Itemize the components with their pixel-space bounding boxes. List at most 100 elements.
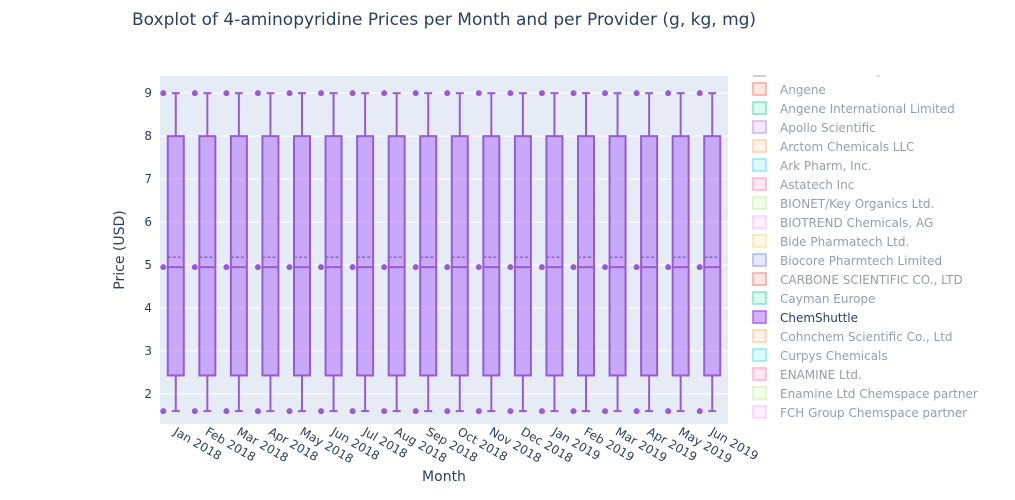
data-point bbox=[318, 90, 325, 97]
data-point bbox=[223, 408, 230, 415]
data-point bbox=[633, 90, 640, 97]
legend-label: FCH Group Chemspace partner bbox=[780, 406, 967, 420]
data-point bbox=[665, 90, 672, 97]
data-point bbox=[318, 264, 325, 271]
legend-label: Cohnchem Scientific Co., Ltd bbox=[780, 330, 953, 344]
data-point bbox=[223, 90, 230, 97]
data-point bbox=[223, 264, 230, 271]
legend-swatch bbox=[752, 272, 767, 286]
data-point bbox=[602, 408, 609, 415]
data-point bbox=[665, 408, 672, 415]
data-point bbox=[665, 264, 672, 271]
data-point bbox=[412, 264, 419, 271]
y-tick-label: 5 bbox=[144, 258, 152, 272]
data-point bbox=[349, 408, 356, 415]
box bbox=[703, 135, 722, 377]
legend-label: Biocore Pharmtech Limited bbox=[780, 254, 942, 268]
data-point bbox=[507, 90, 514, 97]
legend-item: Arctom Chemicals LLC bbox=[752, 139, 915, 154]
box bbox=[198, 135, 217, 377]
box-group bbox=[538, 90, 564, 415]
y-tick-label: 3 bbox=[144, 344, 152, 358]
data-point bbox=[160, 264, 167, 271]
legend-item: ChemShuttle bbox=[752, 310, 858, 325]
box-group bbox=[286, 90, 311, 415]
data-point bbox=[381, 264, 388, 271]
legend-swatch bbox=[752, 215, 767, 229]
legend-swatch bbox=[752, 196, 767, 210]
legend-swatch bbox=[752, 329, 767, 343]
data-point bbox=[444, 408, 451, 415]
legend-swatch bbox=[752, 120, 767, 134]
box bbox=[356, 135, 375, 377]
data-point bbox=[696, 408, 703, 415]
legend-item: Astatech Inc bbox=[752, 177, 854, 192]
legend-item: Angene International Limited bbox=[752, 101, 955, 116]
legend-swatch bbox=[752, 139, 767, 153]
data-point bbox=[349, 264, 356, 271]
y-tick-label: 7 bbox=[144, 172, 152, 186]
box bbox=[640, 135, 659, 377]
data-point bbox=[633, 264, 640, 271]
legend-item: Biocore Pharmtech Limited bbox=[752, 253, 942, 268]
box bbox=[608, 135, 627, 377]
chart-title: Boxplot of 4-aminopyridine Prices per Mo… bbox=[132, 10, 757, 30]
box bbox=[482, 135, 501, 377]
y-axis-label: Price (USD) bbox=[112, 210, 128, 289]
box-group bbox=[665, 90, 690, 415]
legend-item: Bide Pharmatech Ltd. bbox=[752, 234, 909, 249]
data-point bbox=[538, 408, 545, 415]
data-point bbox=[507, 408, 514, 415]
legend-label: Bide Pharmatech Ltd. bbox=[780, 235, 909, 249]
data-point bbox=[538, 90, 545, 97]
legend-label: BIONET/Key Organics Ltd. bbox=[780, 197, 934, 211]
legend-item: FCH Group Chemspace partner bbox=[752, 405, 967, 420]
data-point bbox=[633, 408, 640, 415]
data-point bbox=[412, 408, 419, 415]
box-group bbox=[570, 90, 595, 415]
box-group bbox=[254, 90, 280, 415]
box bbox=[513, 135, 532, 377]
data-point bbox=[191, 408, 198, 415]
legend-label: Enamine Ltd Chemspace partner bbox=[780, 387, 978, 401]
legend-swatch bbox=[752, 158, 767, 172]
legend-label: Curpys Chemicals bbox=[780, 349, 888, 363]
legend-label: CARBONE SCIENTIFIC CO., LTD bbox=[780, 273, 963, 287]
data-point bbox=[286, 90, 293, 97]
x-axis-label: Month bbox=[422, 469, 466, 485]
legend-label: Apollo Scientific bbox=[780, 121, 876, 135]
data-point bbox=[507, 264, 514, 271]
box-group bbox=[633, 90, 659, 415]
data-point bbox=[475, 408, 482, 415]
legend-swatch bbox=[752, 253, 767, 267]
data-point bbox=[160, 408, 167, 415]
legend-swatch bbox=[752, 310, 767, 324]
legend-swatch bbox=[752, 101, 767, 115]
box bbox=[387, 135, 406, 377]
data-point bbox=[349, 90, 356, 97]
data-point bbox=[570, 90, 577, 97]
data-point bbox=[602, 264, 609, 271]
data-point bbox=[191, 264, 198, 271]
box-group bbox=[412, 90, 438, 415]
data-point bbox=[570, 264, 577, 271]
y-tick-label: 9 bbox=[144, 86, 152, 100]
plot-background bbox=[160, 76, 728, 424]
legend-label: Cayman Europe bbox=[780, 292, 876, 306]
data-point bbox=[602, 90, 609, 97]
legend-label: Angene bbox=[780, 83, 826, 97]
box-group bbox=[223, 90, 248, 415]
box-group bbox=[696, 90, 722, 415]
box-group bbox=[191, 90, 217, 415]
data-point bbox=[412, 90, 419, 97]
legend-swatch bbox=[752, 367, 767, 381]
legend-item: Cayman Europe bbox=[752, 291, 876, 306]
y-tick-label: 8 bbox=[144, 129, 152, 143]
box bbox=[545, 135, 564, 377]
legend-item: Apollo Scientific bbox=[752, 120, 876, 135]
legend-swatch bbox=[752, 386, 767, 400]
y-tick-label: 6 bbox=[144, 215, 152, 229]
data-point bbox=[570, 408, 577, 415]
